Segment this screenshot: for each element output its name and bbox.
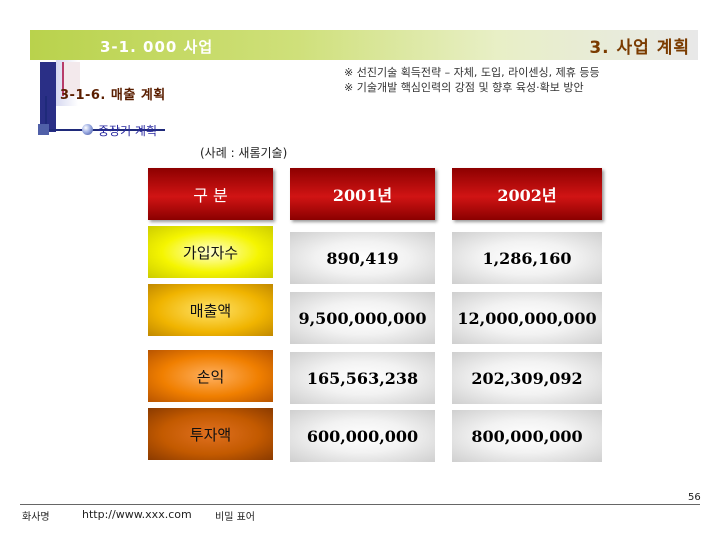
square-marker-icon [38, 124, 49, 135]
row-label: 손익 [196, 367, 225, 386]
row-label: 가입자수 [182, 243, 239, 262]
tree-line-horizontal [45, 129, 165, 131]
section-code: 3-1. 000 사업 [100, 38, 214, 56]
decorative-thumbnail [62, 62, 80, 96]
footer-url[interactable]: http://www.xxx.com [82, 508, 192, 521]
value: 1,286,160 [482, 248, 572, 268]
header-label: 2001년 [332, 186, 393, 205]
value: 9,500,000,000 [298, 308, 427, 328]
header-cell: 구 분 [148, 168, 273, 220]
footer-company: 화사명 [22, 512, 50, 523]
header-band [30, 30, 698, 60]
section-title: 3. 사업 계획 [589, 38, 690, 58]
value: 165,563,238 [306, 368, 419, 388]
row-label-cell: 가입자수 [148, 226, 273, 278]
footer-classification: 비밀 표어 [215, 512, 255, 523]
tree-line-vertical [45, 96, 47, 130]
note-line: ※ 기술개발 핵심인력의 강점 및 향후 육성·확보 방안 [344, 81, 584, 94]
page-number: 56 [688, 492, 701, 503]
decorative-bar [40, 62, 56, 132]
example-label: (사례 : 새롬기술) [200, 146, 288, 160]
row-label-cell: 손익 [148, 350, 273, 402]
value-cell: 890,419 [290, 232, 435, 284]
footer-divider [20, 504, 700, 505]
header-label: 2002년 [497, 186, 557, 205]
header-label: 구 분 [193, 186, 228, 205]
value-cell: 165,563,238 [290, 352, 435, 404]
row-label: 매출액 [189, 301, 232, 320]
bullet-label: 중장기 계획 [98, 124, 158, 138]
value: 12,000,000,000 [457, 308, 597, 328]
value-cell: 202,309,092 [452, 352, 602, 404]
value: 800,000,000 [471, 426, 583, 446]
value-cell: 1,286,160 [452, 232, 602, 284]
value: 600,000,000 [306, 426, 419, 446]
row-label-cell: 투자액 [148, 408, 273, 460]
row-label: 투자액 [189, 425, 232, 444]
header-cell: 2002년 [452, 168, 602, 220]
value: 202,309,092 [471, 368, 583, 388]
value-cell: 9,500,000,000 [290, 292, 435, 344]
note-line: ※ 선진기술 획득전략 – 자체, 도입, 라이센싱, 제휴 등등 [344, 66, 600, 79]
sub-title: 3-1-6. 매출 계획 [60, 88, 166, 103]
row-label-cell: 매출액 [148, 284, 273, 336]
value-cell: 800,000,000 [452, 410, 602, 462]
value: 890,419 [326, 248, 399, 268]
value-cell: 600,000,000 [290, 410, 435, 462]
bullet-circle-icon [82, 124, 93, 135]
value-cell: 12,000,000,000 [452, 292, 602, 344]
header-cell: 2001년 [290, 168, 435, 220]
